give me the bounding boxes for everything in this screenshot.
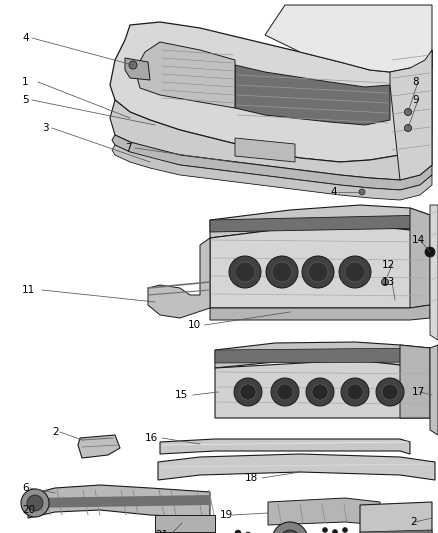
Polygon shape bbox=[112, 145, 432, 200]
Circle shape bbox=[272, 262, 292, 282]
Text: 3: 3 bbox=[42, 123, 49, 133]
Text: 21: 21 bbox=[155, 530, 168, 533]
Polygon shape bbox=[390, 50, 432, 180]
Circle shape bbox=[21, 489, 49, 517]
Polygon shape bbox=[210, 305, 430, 320]
Polygon shape bbox=[135, 42, 235, 108]
Polygon shape bbox=[360, 530, 432, 533]
Polygon shape bbox=[265, 5, 432, 72]
Circle shape bbox=[339, 256, 371, 288]
Polygon shape bbox=[112, 135, 432, 190]
Polygon shape bbox=[215, 342, 430, 368]
Circle shape bbox=[345, 262, 365, 282]
Polygon shape bbox=[28, 495, 210, 508]
Circle shape bbox=[302, 256, 334, 288]
Polygon shape bbox=[210, 215, 430, 232]
Text: 11: 11 bbox=[22, 285, 35, 295]
Polygon shape bbox=[210, 205, 430, 238]
Polygon shape bbox=[235, 138, 295, 162]
Polygon shape bbox=[235, 65, 390, 125]
Circle shape bbox=[347, 384, 363, 400]
Text: 12: 12 bbox=[382, 260, 395, 270]
Circle shape bbox=[425, 247, 435, 257]
Text: 9: 9 bbox=[412, 95, 419, 105]
Polygon shape bbox=[78, 435, 120, 458]
Circle shape bbox=[308, 262, 328, 282]
Circle shape bbox=[235, 262, 255, 282]
Circle shape bbox=[359, 189, 365, 195]
Text: 14: 14 bbox=[412, 235, 425, 245]
Circle shape bbox=[332, 529, 338, 533]
Text: 18: 18 bbox=[245, 473, 258, 483]
Text: 4: 4 bbox=[330, 187, 337, 197]
Polygon shape bbox=[155, 515, 215, 532]
Circle shape bbox=[245, 532, 251, 533]
Circle shape bbox=[312, 384, 328, 400]
Polygon shape bbox=[360, 502, 432, 533]
Circle shape bbox=[229, 256, 261, 288]
Text: 15: 15 bbox=[175, 390, 188, 400]
Text: 2: 2 bbox=[410, 517, 417, 527]
Text: 20: 20 bbox=[22, 505, 35, 515]
Polygon shape bbox=[160, 439, 410, 454]
Polygon shape bbox=[400, 345, 430, 418]
Circle shape bbox=[271, 378, 299, 406]
Circle shape bbox=[266, 256, 298, 288]
Text: 6: 6 bbox=[22, 483, 28, 493]
Polygon shape bbox=[148, 238, 210, 318]
Circle shape bbox=[235, 530, 241, 533]
Polygon shape bbox=[215, 360, 430, 418]
Circle shape bbox=[341, 378, 369, 406]
Circle shape bbox=[381, 279, 389, 286]
Polygon shape bbox=[215, 348, 430, 363]
Circle shape bbox=[382, 384, 398, 400]
Circle shape bbox=[405, 109, 411, 116]
Text: 2: 2 bbox=[52, 427, 59, 437]
Text: 10: 10 bbox=[188, 320, 201, 330]
Circle shape bbox=[129, 61, 137, 69]
Polygon shape bbox=[28, 485, 210, 518]
Polygon shape bbox=[410, 208, 430, 308]
Text: 17: 17 bbox=[412, 387, 425, 397]
Circle shape bbox=[240, 384, 256, 400]
Text: 4: 4 bbox=[22, 33, 28, 43]
Text: 5: 5 bbox=[22, 95, 28, 105]
Circle shape bbox=[280, 530, 300, 533]
Circle shape bbox=[405, 125, 411, 132]
Text: 8: 8 bbox=[412, 77, 419, 87]
Text: 16: 16 bbox=[145, 433, 158, 443]
Circle shape bbox=[306, 378, 334, 406]
Polygon shape bbox=[110, 22, 432, 162]
Text: 7: 7 bbox=[125, 143, 132, 153]
Circle shape bbox=[272, 522, 308, 533]
Polygon shape bbox=[110, 100, 432, 180]
Circle shape bbox=[322, 528, 328, 532]
Polygon shape bbox=[430, 205, 438, 340]
Polygon shape bbox=[158, 454, 435, 480]
Circle shape bbox=[277, 384, 293, 400]
Polygon shape bbox=[430, 345, 438, 435]
Circle shape bbox=[343, 528, 347, 532]
Text: 13: 13 bbox=[382, 277, 395, 287]
Polygon shape bbox=[210, 225, 430, 308]
Circle shape bbox=[27, 495, 43, 511]
Polygon shape bbox=[125, 58, 150, 80]
Text: 1: 1 bbox=[22, 77, 28, 87]
Polygon shape bbox=[268, 498, 380, 525]
Circle shape bbox=[376, 378, 404, 406]
Circle shape bbox=[234, 378, 262, 406]
Text: 19: 19 bbox=[220, 510, 233, 520]
